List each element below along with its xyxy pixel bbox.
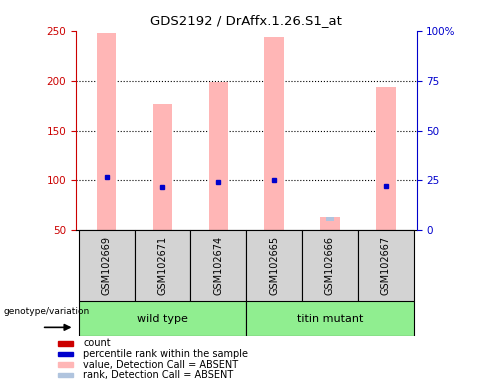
Bar [191, 230, 246, 301]
Bar [320, 217, 340, 230]
Text: GSM102667: GSM102667 [381, 237, 391, 295]
Bar [58, 373, 73, 377]
Text: GSM102669: GSM102669 [101, 237, 112, 295]
Bar [58, 352, 73, 356]
Bar [58, 362, 73, 367]
Bar [58, 341, 73, 346]
Bar [302, 230, 358, 301]
Text: genotype/variation: genotype/variation [4, 307, 90, 316]
Bar [376, 87, 395, 230]
Bar [358, 230, 414, 301]
Bar [209, 82, 228, 230]
Title: GDS2192 / DrAffx.1.26.S1_at: GDS2192 / DrAffx.1.26.S1_at [150, 14, 342, 27]
Text: count: count [83, 338, 111, 348]
Text: rank, Detection Call = ABSENT: rank, Detection Call = ABSENT [83, 370, 234, 380]
Text: wild type: wild type [137, 314, 188, 324]
Bar [246, 230, 302, 301]
Text: percentile rank within the sample: percentile rank within the sample [83, 349, 248, 359]
Bar [79, 301, 246, 336]
Text: value, Detection Call = ABSENT: value, Detection Call = ABSENT [83, 359, 239, 369]
Bar [97, 33, 117, 230]
Text: GSM102674: GSM102674 [213, 237, 223, 295]
Bar [135, 230, 191, 301]
Bar [325, 217, 334, 222]
Bar [153, 104, 172, 230]
Bar [265, 37, 284, 230]
Text: titin mutant: titin mutant [297, 314, 363, 324]
Text: GSM102671: GSM102671 [157, 237, 168, 295]
Bar [246, 301, 414, 336]
Text: GSM102666: GSM102666 [325, 237, 335, 295]
Bar [79, 230, 135, 301]
Text: GSM102665: GSM102665 [269, 237, 279, 295]
